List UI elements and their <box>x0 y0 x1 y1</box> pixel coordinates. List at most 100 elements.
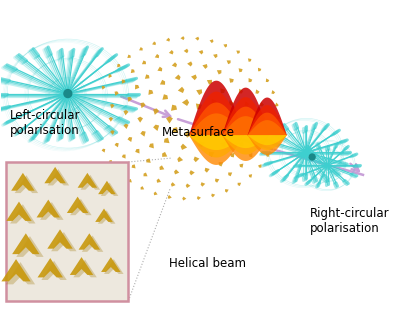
Polygon shape <box>101 149 105 153</box>
Polygon shape <box>98 181 115 194</box>
Polygon shape <box>144 74 149 79</box>
Polygon shape <box>174 74 180 80</box>
Polygon shape <box>209 39 213 43</box>
Polygon shape <box>265 78 269 82</box>
Polygon shape <box>169 50 173 54</box>
Polygon shape <box>245 115 251 120</box>
Polygon shape <box>258 164 261 168</box>
Polygon shape <box>247 120 286 135</box>
Polygon shape <box>247 135 286 150</box>
Polygon shape <box>202 64 207 69</box>
Polygon shape <box>222 97 268 135</box>
Polygon shape <box>167 195 171 199</box>
Polygon shape <box>182 99 189 106</box>
Polygon shape <box>214 178 219 183</box>
Polygon shape <box>198 142 204 147</box>
Polygon shape <box>73 259 97 277</box>
Polygon shape <box>121 80 125 84</box>
Polygon shape <box>171 182 175 187</box>
Polygon shape <box>244 128 249 133</box>
Polygon shape <box>238 89 243 94</box>
Polygon shape <box>171 62 177 67</box>
Polygon shape <box>187 61 192 67</box>
Polygon shape <box>41 261 67 280</box>
Polygon shape <box>160 80 165 85</box>
Polygon shape <box>184 131 192 138</box>
Polygon shape <box>244 101 249 106</box>
Polygon shape <box>189 135 243 165</box>
Polygon shape <box>172 127 178 133</box>
Polygon shape <box>180 144 187 150</box>
Polygon shape <box>11 173 34 191</box>
Polygon shape <box>185 183 190 188</box>
Polygon shape <box>274 103 278 107</box>
Polygon shape <box>47 229 72 249</box>
Polygon shape <box>95 208 112 222</box>
Polygon shape <box>123 124 128 129</box>
Polygon shape <box>206 80 211 85</box>
Polygon shape <box>159 165 164 170</box>
Polygon shape <box>189 102 243 135</box>
Polygon shape <box>140 102 145 108</box>
Polygon shape <box>223 44 227 48</box>
Polygon shape <box>222 135 268 148</box>
Polygon shape <box>16 236 43 257</box>
Polygon shape <box>189 135 243 150</box>
Polygon shape <box>222 116 268 135</box>
Polygon shape <box>148 90 153 95</box>
Polygon shape <box>211 130 216 136</box>
Polygon shape <box>173 169 179 174</box>
Text: Metasurface: Metasurface <box>161 126 234 139</box>
Polygon shape <box>123 110 128 115</box>
Polygon shape <box>108 74 112 78</box>
Polygon shape <box>248 153 252 157</box>
Text: Left-circular
polarisation: Left-circular polarisation <box>9 109 80 137</box>
Polygon shape <box>238 68 242 72</box>
Polygon shape <box>189 135 243 158</box>
Polygon shape <box>226 60 230 64</box>
Polygon shape <box>117 64 120 67</box>
Circle shape <box>308 154 315 160</box>
Polygon shape <box>135 85 139 89</box>
Polygon shape <box>204 168 209 173</box>
Polygon shape <box>128 179 132 182</box>
Polygon shape <box>12 233 39 254</box>
Polygon shape <box>271 141 274 145</box>
Polygon shape <box>259 102 263 106</box>
Polygon shape <box>121 154 125 159</box>
Polygon shape <box>261 115 265 120</box>
Polygon shape <box>213 54 217 58</box>
Polygon shape <box>139 47 142 51</box>
Polygon shape <box>220 88 225 94</box>
Polygon shape <box>15 175 38 193</box>
Polygon shape <box>222 107 268 135</box>
Polygon shape <box>191 74 196 80</box>
Polygon shape <box>79 233 100 250</box>
FancyBboxPatch shape <box>6 162 128 301</box>
Polygon shape <box>248 174 252 178</box>
Polygon shape <box>201 113 208 121</box>
Polygon shape <box>38 258 63 278</box>
Polygon shape <box>146 158 151 163</box>
Polygon shape <box>6 202 31 221</box>
Polygon shape <box>108 160 112 164</box>
Polygon shape <box>200 182 205 187</box>
Polygon shape <box>247 113 286 135</box>
Polygon shape <box>127 97 132 102</box>
Polygon shape <box>77 173 97 188</box>
Polygon shape <box>228 100 233 106</box>
Polygon shape <box>114 143 119 147</box>
Polygon shape <box>130 69 135 73</box>
Polygon shape <box>196 196 200 200</box>
Polygon shape <box>101 182 118 196</box>
Polygon shape <box>166 38 170 42</box>
Polygon shape <box>189 81 243 135</box>
Polygon shape <box>239 164 243 168</box>
Polygon shape <box>166 116 173 123</box>
Polygon shape <box>222 135 268 154</box>
Polygon shape <box>259 128 263 133</box>
Polygon shape <box>135 149 139 154</box>
Polygon shape <box>1 259 31 281</box>
Polygon shape <box>248 78 252 82</box>
Polygon shape <box>104 259 123 274</box>
